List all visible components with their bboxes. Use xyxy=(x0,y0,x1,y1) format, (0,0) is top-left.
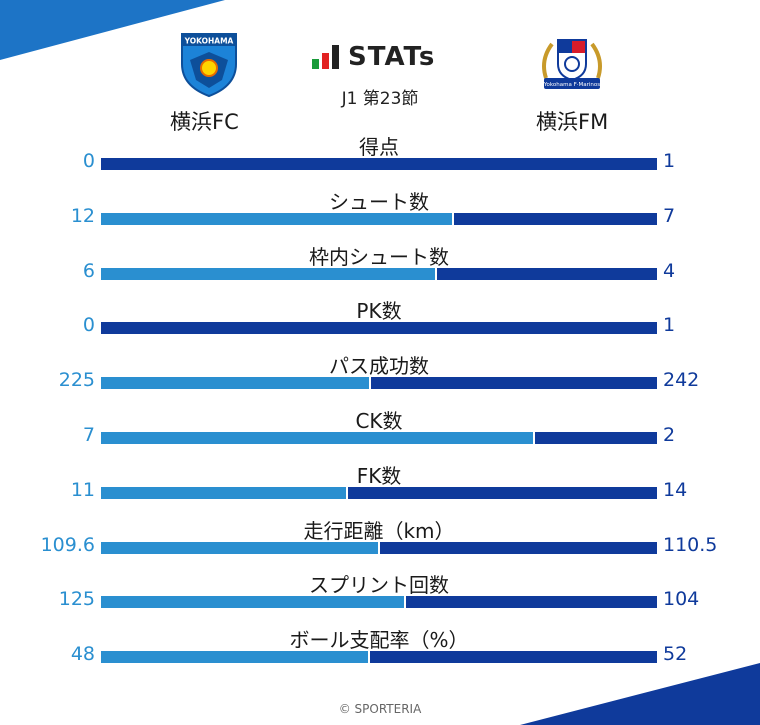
stat-value-home: 48 xyxy=(70,643,95,666)
stat-bar-away xyxy=(437,267,657,280)
stat-bar-away xyxy=(101,322,657,335)
stat-bar-home xyxy=(101,596,404,609)
stat-label: 枠内シュート数 xyxy=(309,244,449,269)
stat-value-home: 11 xyxy=(70,478,95,501)
stat-bar-home xyxy=(101,267,435,280)
away-team-name: 横浜FM xyxy=(536,110,609,134)
stats-logo-icon xyxy=(312,45,339,69)
stat-value-home: 7 xyxy=(82,424,95,446)
round-label: J1 第23節 xyxy=(341,89,419,109)
stat-bar-away xyxy=(371,377,657,390)
stat-bar-away xyxy=(406,596,657,609)
stat-value-away: 110.5 xyxy=(663,533,718,556)
stat-value-home: 125 xyxy=(58,588,95,611)
stat-bar-away xyxy=(454,212,657,225)
stat-bar-home xyxy=(101,651,368,664)
stat-label: CK数 xyxy=(355,409,403,433)
stat-bar xyxy=(101,158,657,170)
stats-title: STATs xyxy=(310,42,435,72)
stat-value-home: 225 xyxy=(58,369,95,392)
stat-bar-home xyxy=(101,212,452,225)
home-team-name: 横浜FC xyxy=(170,110,239,134)
stat-bar-away xyxy=(535,432,657,444)
stat-bar xyxy=(101,486,657,499)
stat-bar xyxy=(101,596,657,609)
stat-bar xyxy=(101,212,657,225)
stat-value-home: 6 xyxy=(82,259,95,282)
corner-decoration-bottom-right xyxy=(520,663,760,725)
stat-bar xyxy=(101,267,657,280)
stat-bar xyxy=(101,541,657,554)
stat-label: スプリント回数 xyxy=(309,573,449,598)
stat-value-away: 7 xyxy=(663,204,676,227)
stat-value-home: 0 xyxy=(82,150,95,172)
stat-value-away: 2 xyxy=(663,424,676,446)
stat-value-away: 242 xyxy=(663,369,700,392)
stat-label: 走行距離（km） xyxy=(303,518,455,543)
stat-bar-away xyxy=(370,651,657,664)
stat-bar xyxy=(101,377,657,390)
stats-title-text: STATs xyxy=(348,42,436,72)
stat-value-away: 104 xyxy=(663,588,700,611)
stat-bar-home xyxy=(101,432,533,444)
svg-text:YOKOHAMA: YOKOHAMA xyxy=(184,37,234,46)
stat-label: FK数 xyxy=(356,463,402,488)
stat-value-home: 0 xyxy=(82,314,95,337)
stat-value-home: 109.6 xyxy=(40,533,95,556)
stat-label: ボール支配率（%） xyxy=(289,628,469,653)
stat-value-home: 12 xyxy=(70,204,95,227)
stat-value-away: 52 xyxy=(663,643,688,666)
stat-label: 得点 xyxy=(359,135,399,159)
stat-label: シュート数 xyxy=(329,189,429,214)
stat-bar xyxy=(101,432,657,444)
credit-text: © SPORTERIA xyxy=(338,702,422,716)
stat-bar-away xyxy=(348,486,657,499)
stat-label: PK数 xyxy=(356,299,402,324)
away-team-logo: Yokohama F·Marinos xyxy=(542,39,602,89)
home-team-logo: YOKOHAMA xyxy=(181,33,237,98)
stat-bar xyxy=(101,651,657,664)
stat-label: パス成功数 xyxy=(329,354,429,379)
stat-value-away: 4 xyxy=(663,259,676,282)
stat-bar-home xyxy=(101,377,369,390)
stat-bar-home xyxy=(101,541,378,554)
stat-value-away: 1 xyxy=(663,314,676,337)
corner-decoration-top-left xyxy=(0,0,225,60)
stat-value-away: 14 xyxy=(663,478,688,501)
stat-value-away: 1 xyxy=(663,150,676,172)
stat-bar-home xyxy=(101,486,346,499)
stat-bar-away xyxy=(380,541,657,554)
stat-bar-away xyxy=(101,158,657,170)
stat-bar xyxy=(101,322,657,335)
svg-text:Yokohama F·Marinos: Yokohama F·Marinos xyxy=(543,82,600,88)
